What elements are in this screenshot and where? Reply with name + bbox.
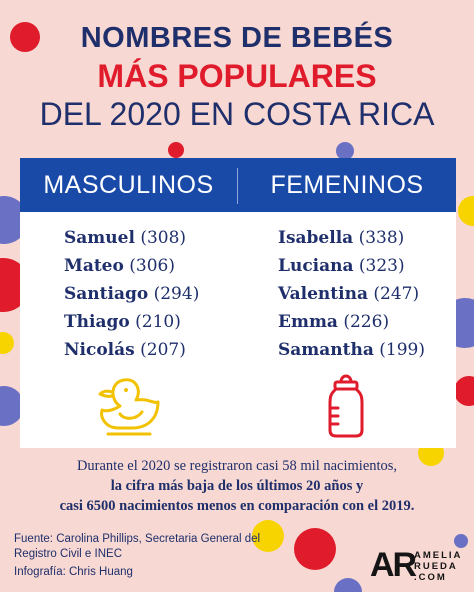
decorative-dot (0, 332, 14, 354)
count: (210) (135, 312, 181, 332)
source-line-1: Fuente: Carolina Phillips, Secretaria Ge… (14, 533, 261, 545)
title-text-1: NOMBRES DE BEBÉS (80, 22, 394, 54)
title-line-2: MÁS POPULARES (0, 58, 474, 95)
decorative-dot (454, 534, 468, 548)
name: Valentina (278, 284, 368, 304)
name: Mateo (64, 256, 124, 276)
header-divider (237, 168, 238, 204)
logo-line-2: RUEDA (414, 561, 458, 572)
amelia-rueda-logo: AR AMELIA RUEDA .COM (370, 546, 466, 586)
source-line-2: Registro Civil e INEC (14, 548, 122, 560)
masculinos-heading: MASCULINOS (43, 171, 214, 199)
title-text-3: DEL 2020 EN COSTA RICA (39, 96, 435, 132)
logo-wordmark: AMELIA RUEDA .COM (414, 550, 462, 583)
decorative-dot (10, 22, 40, 52)
decorative-dot (336, 142, 354, 160)
list-item: Emma (226) (278, 308, 425, 336)
list-item: Luciana (323) (278, 252, 425, 280)
count: (308) (140, 228, 187, 248)
count: (306) (129, 256, 175, 276)
count: (207) (140, 340, 186, 360)
count: (294) (153, 284, 200, 304)
count: (247) (373, 284, 420, 304)
name: Samuel (64, 228, 135, 248)
logo-line-1: AMELIA (414, 550, 463, 561)
rubber-duck-icon (98, 378, 160, 436)
infographic-credit: Infografía: Chris Huang (14, 566, 133, 578)
logo-mark: AR (370, 546, 417, 584)
count: (323) (358, 256, 405, 276)
masculinos-list: Samuel (308) Mateo (306) Santiago (294) … (64, 224, 199, 364)
list-item: Valentina (247) (278, 280, 425, 308)
list-item: Thiago (210) (64, 308, 199, 336)
count: (338) (358, 228, 405, 248)
femeninos-heading: FEMENINOS (270, 171, 424, 199)
list-item: Samantha (199) (278, 336, 425, 364)
columns-header (20, 158, 456, 212)
names-card: MASCULINOS FEMENINOS Samuel (308) Mateo … (20, 158, 456, 448)
summary-line-1: Durante el 2020 se registraron casi 58 m… (76, 458, 398, 474)
name: Samantha (278, 340, 374, 360)
name: Thiago (64, 312, 130, 332)
name: Santiago (64, 284, 149, 304)
list-item: Santiago (294) (64, 280, 199, 308)
name: Isabella (278, 228, 354, 248)
name: Nicolás (64, 340, 135, 360)
list-item: Nicolás (207) (64, 336, 199, 364)
decorative-dot (454, 376, 474, 406)
summary: Durante el 2020 se registraron casi 58 m… (0, 456, 474, 516)
count: (199) (379, 340, 426, 360)
title-text-2: MÁS POPULARES (97, 58, 377, 94)
credits: Fuente: Carolina Phillips, Secretaria Ge… (14, 532, 260, 580)
decorative-dot (458, 196, 474, 226)
list-item: Samuel (308) (64, 224, 199, 252)
summary-line-2: la cifra más baja de los últimos 20 años… (110, 478, 364, 494)
decorative-dot (168, 142, 184, 158)
baby-bottle-icon (328, 374, 364, 438)
title-line-3: DEL 2020 EN COSTA RICA (0, 96, 474, 133)
name: Emma (278, 312, 338, 332)
decorative-dot (252, 520, 284, 552)
title-line-1: NOMBRES DE BEBÉS (0, 22, 474, 55)
list-item: Mateo (306) (64, 252, 199, 280)
decorative-dot (294, 528, 336, 570)
count: (226) (343, 312, 390, 332)
femeninos-list: Isabella (338) Luciana (323) Valentina (… (278, 224, 425, 364)
list-item: Isabella (338) (278, 224, 425, 252)
name: Luciana (278, 256, 354, 276)
summary-line-3: casi 6500 nacimientos menos en comparaci… (59, 498, 415, 514)
logo-line-3: .COM (414, 572, 447, 583)
decorative-dot (334, 578, 362, 592)
